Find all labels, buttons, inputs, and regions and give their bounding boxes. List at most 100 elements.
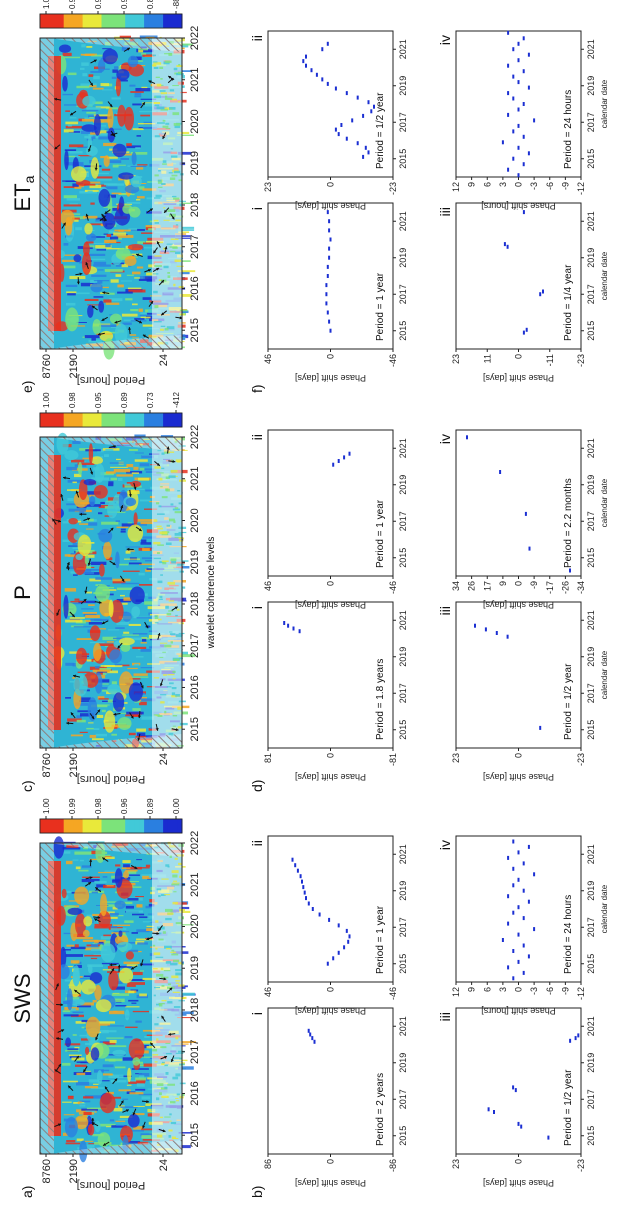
coherence-streak bbox=[155, 194, 162, 198]
y-tick-label: 0 bbox=[326, 987, 336, 992]
phase-arrow-head bbox=[130, 715, 134, 719]
phase-plot-b-ii: 46 0 -46 Phase shift [days] 2015 2017 2019 2021… bbox=[249, 835, 408, 1016]
roman-numeral: iv bbox=[437, 35, 453, 45]
data-point bbox=[507, 30, 510, 35]
colorbar-step bbox=[139, 14, 145, 28]
coherence-streak bbox=[140, 312, 147, 315]
coherence-streak bbox=[152, 1054, 159, 1056]
data-point bbox=[307, 901, 310, 906]
phase-plot-f-ii: 23 0 -23 Phase shift [days] 2015 2017 2019 2021… bbox=[249, 30, 408, 211]
coherence-streak bbox=[156, 973, 164, 977]
coherence-blob bbox=[128, 1038, 145, 1060]
data-point bbox=[527, 85, 530, 90]
coherence-blob bbox=[98, 300, 105, 313]
y-tick-label: 3 bbox=[498, 987, 508, 992]
coherence-streak bbox=[152, 61, 158, 63]
data-point bbox=[522, 916, 525, 921]
phase-plot-b-iii: 23 0 -23 Phase shift [days] 2015 2017 2019 2021… bbox=[437, 1007, 596, 1188]
colorbar-step bbox=[49, 413, 55, 427]
phase-arrow-head bbox=[157, 633, 161, 636]
x-tick-label: 2015 bbox=[586, 954, 596, 974]
coherence-streak bbox=[168, 172, 173, 174]
coherence-streak bbox=[123, 631, 130, 634]
data-point bbox=[329, 328, 332, 333]
phase-arrow-head bbox=[83, 1069, 87, 1073]
coherence-streak bbox=[116, 526, 129, 529]
y-tick-label: 9 bbox=[498, 581, 508, 586]
colorbar-step bbox=[153, 413, 159, 427]
coherence-streak bbox=[93, 264, 111, 267]
y-axis-label: Phase shift [days] bbox=[483, 772, 554, 782]
coherence-streak bbox=[95, 220, 105, 222]
data-point bbox=[325, 283, 328, 288]
coherence-streak bbox=[110, 477, 118, 481]
coherence-streak bbox=[173, 283, 176, 287]
coherence-streak bbox=[165, 908, 173, 912]
coherence-streak bbox=[98, 1023, 111, 1026]
colorbar-step bbox=[73, 819, 79, 833]
colorbar-step bbox=[177, 14, 183, 28]
coherence-streak bbox=[169, 106, 176, 110]
coherence-streak bbox=[142, 638, 147, 642]
colorbar-step bbox=[129, 819, 136, 833]
y-tick-label: 0 bbox=[514, 581, 524, 586]
coherence-streak bbox=[126, 464, 134, 468]
coherence-streak bbox=[162, 163, 167, 165]
coherence-streak bbox=[170, 641, 174, 644]
coherence-blob bbox=[127, 1114, 140, 1128]
coherence-streak bbox=[78, 155, 92, 157]
phase-arrow-head bbox=[91, 1118, 95, 1121]
data-point bbox=[517, 41, 520, 46]
y-tick-label: -23 bbox=[576, 354, 586, 367]
coherence-streak bbox=[72, 481, 77, 484]
data-point bbox=[517, 932, 520, 937]
coherence-streak bbox=[80, 697, 91, 700]
coherence-streak bbox=[175, 980, 181, 982]
coherence-streak bbox=[140, 970, 144, 972]
colorbar-step bbox=[92, 14, 98, 28]
coherence-streak bbox=[86, 568, 100, 571]
coherence-streak bbox=[154, 135, 160, 138]
period-tick-label: 24 bbox=[158, 1159, 170, 1171]
coherence-streak bbox=[79, 1105, 86, 1107]
data-point bbox=[501, 140, 504, 145]
coherence-streak bbox=[106, 471, 116, 474]
coherence-streak bbox=[65, 110, 71, 112]
coherence-blob bbox=[96, 1070, 103, 1085]
coherence-streak bbox=[106, 1037, 124, 1039]
coherence-streak bbox=[115, 520, 120, 522]
coherence-streak bbox=[136, 167, 144, 170]
coherence-streak bbox=[167, 986, 175, 989]
data-point bbox=[367, 150, 370, 155]
year-tick-label: 2018 bbox=[189, 193, 201, 217]
x-tick-label: 2015 bbox=[398, 548, 408, 568]
data-point bbox=[484, 627, 487, 632]
coherence-streak bbox=[159, 90, 166, 92]
coherence-streak bbox=[79, 523, 89, 525]
coherence-blob bbox=[72, 968, 80, 987]
period-label: Period = 1 year bbox=[375, 905, 386, 974]
data-point bbox=[299, 874, 302, 879]
coherence-streak bbox=[166, 488, 170, 492]
period-label: Period = 1.8 years bbox=[375, 659, 386, 740]
data-point bbox=[474, 623, 476, 628]
period-axis-label: Period [hours] bbox=[77, 374, 145, 386]
coherence-streak bbox=[127, 667, 138, 670]
coherence-streak bbox=[64, 979, 72, 982]
coherence-streak bbox=[91, 891, 98, 894]
colorbar-step bbox=[167, 14, 174, 28]
x-tick-label: 2019 bbox=[398, 881, 408, 901]
coherence-streak bbox=[175, 1036, 179, 1040]
coherence-streak bbox=[161, 183, 166, 185]
coherence-streak bbox=[153, 66, 159, 69]
coherence-blob bbox=[118, 967, 134, 984]
coherence-streak bbox=[102, 969, 113, 971]
y-tick-label: -17 bbox=[545, 581, 555, 594]
coherence-streak bbox=[124, 920, 134, 923]
coherence-blob bbox=[108, 599, 114, 618]
coherence-streak bbox=[164, 1116, 171, 1118]
x-tick-label: 2015 bbox=[398, 720, 408, 740]
coherence-streak bbox=[98, 1123, 116, 1127]
coherence-streak bbox=[126, 711, 144, 715]
